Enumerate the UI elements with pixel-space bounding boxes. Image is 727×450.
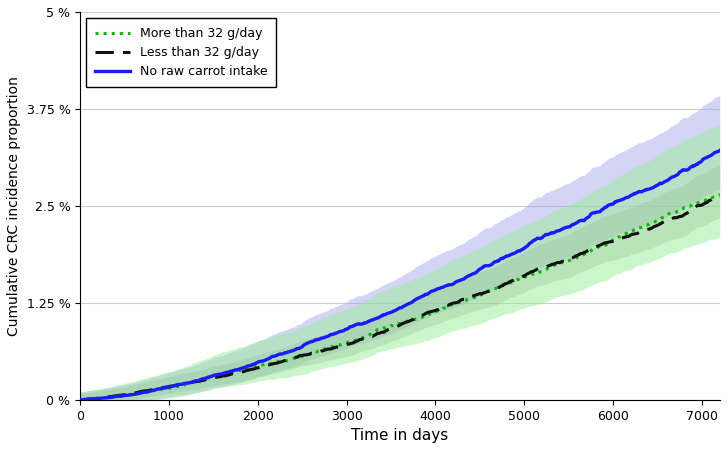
Less than 32 g/day [558,259,566,264]
No raw carrot intake [76,397,84,402]
Less than 32 g/day [189,379,198,385]
More than 32 g/day [715,192,724,198]
No raw carrot intake [503,253,512,259]
No raw carrot intake [453,279,462,284]
More than 32 g/day [240,367,249,372]
Less than 32 g/day [76,397,84,402]
Less than 32 g/day [715,193,724,198]
Y-axis label: Cumulative CRC incidence proportion: Cumulative CRC incidence proportion [7,76,21,336]
Less than 32 g/day [240,369,249,374]
No raw carrot intake [715,148,724,153]
No raw carrot intake [558,226,566,232]
More than 32 g/day [503,281,512,286]
Less than 32 g/day [503,281,512,286]
No raw carrot intake [240,364,249,370]
Line: Less than 32 g/day: Less than 32 g/day [80,196,720,400]
Line: No raw carrot intake: No raw carrot intake [80,150,720,400]
More than 32 g/day [453,301,462,306]
No raw carrot intake [365,319,374,324]
Line: More than 32 g/day: More than 32 g/day [80,195,720,400]
More than 32 g/day [365,332,374,338]
More than 32 g/day [76,397,84,402]
Legend: More than 32 g/day, Less than 32 g/day, No raw carrot intake: More than 32 g/day, Less than 32 g/day, … [87,18,276,87]
No raw carrot intake [189,379,198,384]
More than 32 g/day [558,260,566,265]
Less than 32 g/day [453,300,462,305]
More than 32 g/day [189,379,198,385]
Less than 32 g/day [365,334,374,340]
X-axis label: Time in days: Time in days [351,428,449,443]
